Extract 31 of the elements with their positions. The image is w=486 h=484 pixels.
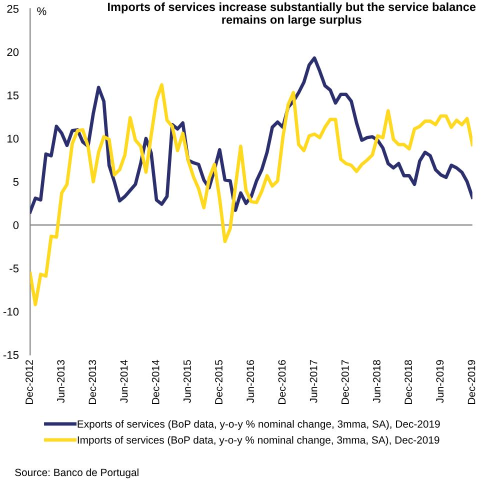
line-series <box>30 56 472 214</box>
x-tick-label: Jun-2014 <box>120 360 128 403</box>
y-tick-label: -5 <box>10 264 19 272</box>
y-tick-label: 25 <box>7 4 19 13</box>
x-tick-label: Dec-2017 <box>341 360 349 404</box>
legend-label: Exports of services (BoP data, y-o-y % nominal change, 3mma, SA), Dec-2019 <box>78 420 440 430</box>
x-tick-label: Dec-2012 <box>26 360 33 404</box>
x-tick-label: Jun-2016 <box>246 360 254 403</box>
x-tick-label: Jun-2019 <box>436 360 444 403</box>
x-tick-label: Dec-2018 <box>404 360 412 404</box>
y-tick-label: 0 <box>13 221 19 230</box>
y-tick-label: 5 <box>13 178 19 186</box>
chart-title: Imports of services increase substantially but the service balance remains on large surplus <box>108 2 476 26</box>
y-tick-label: -10 <box>3 308 19 316</box>
x-tick-label: Dec-2016 <box>278 360 286 404</box>
x-tick-label: Jun-2017 <box>310 360 318 403</box>
x-tick-label: Dec-2014 <box>152 360 160 404</box>
x-tick-label: Dec-2019 <box>468 360 476 404</box>
x-tick-label: Jun-2018 <box>373 360 380 403</box>
x-tick-label: Dec-2013 <box>88 360 96 404</box>
legend-label: Imports of services (BoP data, y-o-y % nominal change, 3mma, SA), Dec-2019 <box>78 436 440 446</box>
y-tick-label: -15 <box>3 351 19 359</box>
y-tick-label: 10 <box>8 134 19 143</box>
line-series <box>30 83 472 306</box>
y-tick-label: 20 <box>7 48 19 56</box>
x-tick-label: Jun-2013 <box>57 360 65 403</box>
x-tick-label: Dec-2015 <box>215 360 222 404</box>
x-tick-label: Jun-2015 <box>184 360 191 403</box>
y-axis-title: % <box>37 7 46 16</box>
source-note: Source: Banco de Portugal <box>15 468 138 478</box>
y-tick-label: 15 <box>8 92 19 100</box>
